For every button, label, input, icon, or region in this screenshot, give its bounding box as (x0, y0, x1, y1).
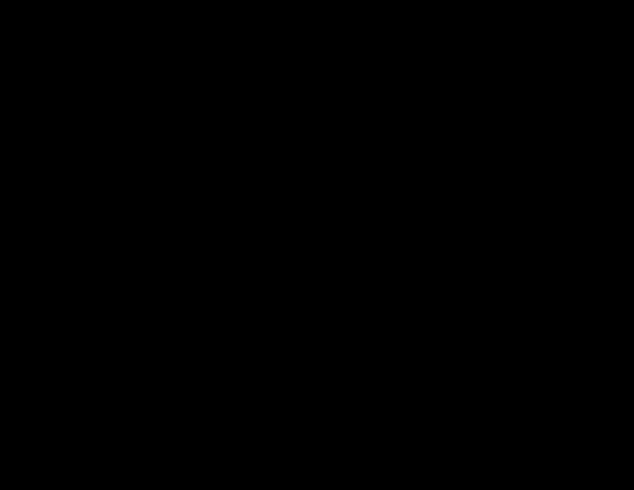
Text: Map requires cartopy: Map requires cartopy (243, 206, 391, 220)
